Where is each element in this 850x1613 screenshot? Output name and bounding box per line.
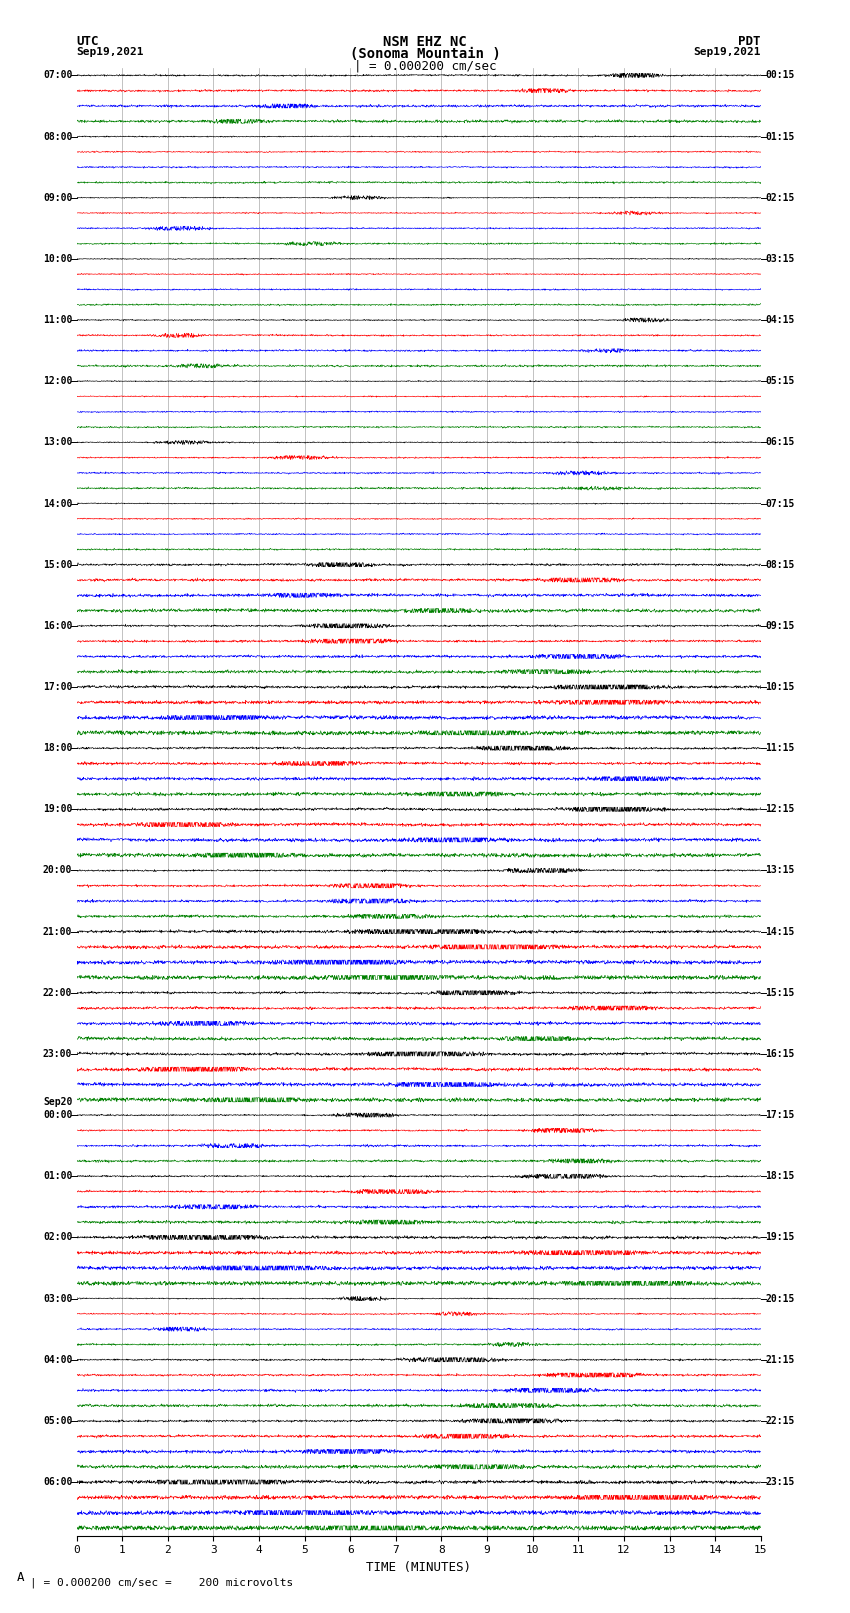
Text: NSM EHZ NC: NSM EHZ NC xyxy=(383,35,467,50)
Text: 21:00: 21:00 xyxy=(42,926,72,937)
Text: 20:00: 20:00 xyxy=(42,866,72,876)
Text: 07:15: 07:15 xyxy=(765,498,795,508)
Text: 19:15: 19:15 xyxy=(765,1232,795,1242)
Text: 00:00: 00:00 xyxy=(42,1110,72,1119)
Text: 01:00: 01:00 xyxy=(42,1171,72,1181)
Text: 01:15: 01:15 xyxy=(765,132,795,142)
Text: 03:00: 03:00 xyxy=(42,1294,72,1303)
Text: 04:00: 04:00 xyxy=(42,1355,72,1365)
Text: UTC: UTC xyxy=(76,35,99,48)
Text: 19:00: 19:00 xyxy=(42,805,72,815)
Text: PDT: PDT xyxy=(739,35,761,48)
Text: 21:15: 21:15 xyxy=(765,1355,795,1365)
Text: 08:15: 08:15 xyxy=(765,560,795,569)
Text: 06:00: 06:00 xyxy=(42,1478,72,1487)
Text: 15:00: 15:00 xyxy=(42,560,72,569)
Text: 13:15: 13:15 xyxy=(765,866,795,876)
Text: 02:15: 02:15 xyxy=(765,192,795,203)
Text: (Sonoma Mountain ): (Sonoma Mountain ) xyxy=(349,47,501,61)
Text: 00:15: 00:15 xyxy=(765,71,795,81)
Text: 09:00: 09:00 xyxy=(42,192,72,203)
Text: 08:00: 08:00 xyxy=(42,132,72,142)
Text: 14:00: 14:00 xyxy=(42,498,72,508)
Text: 10:15: 10:15 xyxy=(765,682,795,692)
Text: 12:00: 12:00 xyxy=(42,376,72,386)
Text: 05:15: 05:15 xyxy=(765,376,795,386)
Text: 11:00: 11:00 xyxy=(42,315,72,326)
X-axis label: TIME (MINUTES): TIME (MINUTES) xyxy=(366,1561,471,1574)
Text: 16:00: 16:00 xyxy=(42,621,72,631)
Text: 13:00: 13:00 xyxy=(42,437,72,447)
Text: 23:15: 23:15 xyxy=(765,1478,795,1487)
Text: 06:15: 06:15 xyxy=(765,437,795,447)
Text: 17:15: 17:15 xyxy=(765,1110,795,1119)
Text: 18:15: 18:15 xyxy=(765,1171,795,1181)
Text: 20:15: 20:15 xyxy=(765,1294,795,1303)
Text: 18:00: 18:00 xyxy=(42,744,72,753)
Text: | = 0.000200 cm/sec =    200 microvolts: | = 0.000200 cm/sec = 200 microvolts xyxy=(30,1578,293,1587)
Text: 14:15: 14:15 xyxy=(765,926,795,937)
Text: 02:00: 02:00 xyxy=(42,1232,72,1242)
Text: Sep19,2021: Sep19,2021 xyxy=(694,47,761,56)
Text: 17:00: 17:00 xyxy=(42,682,72,692)
Text: 10:00: 10:00 xyxy=(42,253,72,265)
Text: | = 0.000200 cm/sec: | = 0.000200 cm/sec xyxy=(354,60,496,73)
Text: 03:15: 03:15 xyxy=(765,253,795,265)
Text: 22:00: 22:00 xyxy=(42,987,72,998)
Text: 04:15: 04:15 xyxy=(765,315,795,326)
Text: 16:15: 16:15 xyxy=(765,1048,795,1060)
Text: 07:00: 07:00 xyxy=(42,71,72,81)
Text: Sep20: Sep20 xyxy=(42,1097,72,1107)
Text: 15:15: 15:15 xyxy=(765,987,795,998)
Text: 23:00: 23:00 xyxy=(42,1048,72,1060)
Text: Sep19,2021: Sep19,2021 xyxy=(76,47,144,56)
Text: A: A xyxy=(17,1571,25,1584)
Text: 22:15: 22:15 xyxy=(765,1416,795,1426)
Text: 12:15: 12:15 xyxy=(765,805,795,815)
Text: 05:00: 05:00 xyxy=(42,1416,72,1426)
Text: 11:15: 11:15 xyxy=(765,744,795,753)
Text: 09:15: 09:15 xyxy=(765,621,795,631)
